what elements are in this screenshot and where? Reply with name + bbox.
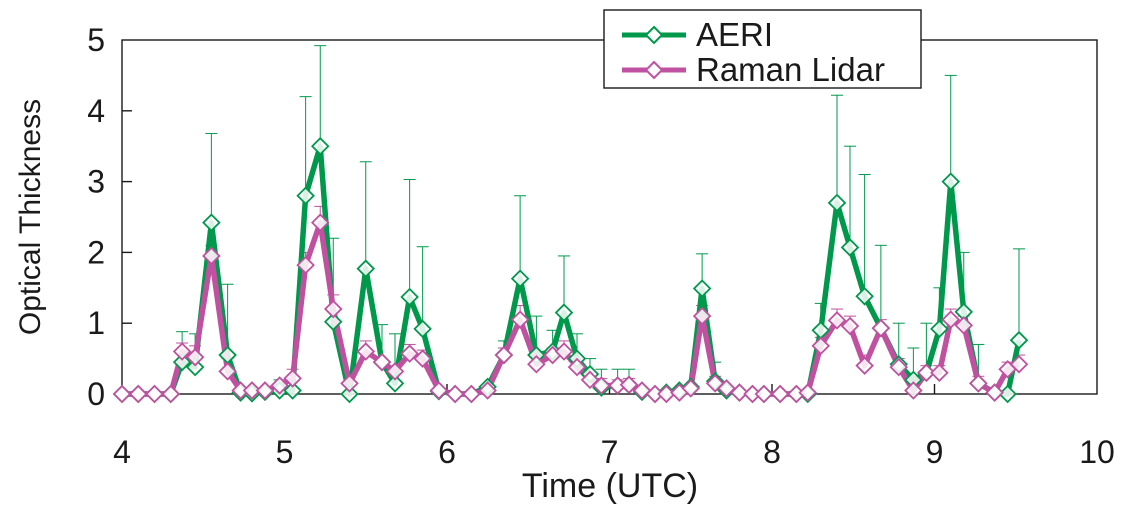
raman-lidar-data-point bbox=[145, 384, 164, 404]
raman-lidar-data-point bbox=[494, 345, 514, 365]
raman-lidar-data-point bbox=[527, 354, 546, 374]
raman-lidar-data-point bbox=[270, 376, 289, 395]
aeri-data-point bbox=[930, 319, 949, 339]
y-tick-label: 3 bbox=[87, 164, 105, 200]
raman-lidar-data-point bbox=[429, 381, 449, 400]
raman-lidar-data-point bbox=[296, 255, 315, 275]
series-markers bbox=[112, 136, 1029, 404]
raman-lidar-data-point bbox=[356, 342, 376, 361]
raman-lidar-data-point bbox=[413, 349, 432, 368]
legend-marker-aeri bbox=[644, 25, 664, 45]
raman-lidar-data-point bbox=[218, 362, 237, 381]
aeri-data-point bbox=[413, 319, 432, 339]
raman-lidar-data-point bbox=[855, 356, 874, 375]
raman-lidar-data-point bbox=[161, 384, 181, 404]
raman-lidar-data-point bbox=[112, 384, 132, 404]
raman-lidar-data-point bbox=[827, 311, 847, 330]
x-tick-label: 9 bbox=[926, 434, 944, 470]
raman-lidar-data-point bbox=[202, 246, 221, 266]
y-axis-label: Optical Thickness bbox=[14, 99, 47, 335]
raman-lidar-data-point bbox=[128, 384, 148, 404]
aeri-data-point bbox=[296, 186, 315, 206]
raman-lidar-data-point bbox=[754, 384, 774, 404]
aeri-data-point bbox=[692, 279, 712, 298]
raman-lidar-data-point bbox=[681, 379, 701, 398]
y-tick-label: 5 bbox=[87, 22, 105, 58]
raman-lidar-data-point bbox=[310, 213, 330, 232]
raman-lidar-data-point bbox=[985, 383, 1004, 402]
raman-lidar-data-point bbox=[930, 363, 949, 383]
raman-lidar-data-point bbox=[592, 376, 611, 395]
raman-lidar-data-point bbox=[889, 357, 909, 377]
aeri-data-point bbox=[1009, 330, 1029, 350]
raman-lidar-data-point bbox=[1009, 354, 1029, 374]
x-tick-label: 4 bbox=[113, 434, 131, 470]
raman-lidar-data-point bbox=[811, 336, 831, 356]
aeri-data-point bbox=[840, 238, 860, 257]
raman-lidar-data-point bbox=[242, 381, 262, 400]
raman-lidar-data-point bbox=[567, 357, 587, 377]
aeri-data-point bbox=[510, 269, 530, 288]
aeri-data-point bbox=[941, 172, 961, 191]
raman-lidar-data-point bbox=[510, 310, 530, 329]
x-tick-label: 7 bbox=[601, 434, 619, 470]
aeri-data-point bbox=[172, 352, 192, 372]
aeri-data-point bbox=[400, 287, 419, 307]
raman-lidar-data-point bbox=[283, 369, 302, 388]
y-tick-label: 2 bbox=[87, 234, 105, 270]
raman-lidar-data-point bbox=[478, 381, 497, 400]
aeri-data-point bbox=[554, 303, 574, 322]
y-tick-label: 4 bbox=[87, 93, 105, 129]
legend-label-aeri: AERI bbox=[696, 16, 773, 53]
raman-lidar-data-point bbox=[730, 383, 749, 402]
raman-lidar-data-point bbox=[871, 318, 891, 338]
aeri-data-point bbox=[202, 213, 221, 232]
raman-lidar-data-point bbox=[954, 316, 974, 335]
aeri-data-point bbox=[310, 136, 330, 156]
x-tick-label: 6 bbox=[438, 434, 456, 470]
x-axis: 4 5 6 7 8 9 10 bbox=[113, 384, 1115, 470]
raman-lidar-data-point bbox=[798, 383, 818, 402]
raman-lidar-data-point bbox=[185, 347, 205, 367]
x-tick-label: 5 bbox=[276, 434, 294, 470]
y-axis: 0 1 2 3 4 5 bbox=[87, 22, 132, 412]
raman-lidar-data-point bbox=[323, 299, 343, 319]
legend-marker-raman-lidar bbox=[644, 60, 664, 80]
aeri-data-point bbox=[340, 384, 359, 404]
aeri-data-point bbox=[356, 259, 376, 278]
raman-lidar-data-point bbox=[445, 384, 465, 404]
aeri-data-point bbox=[323, 312, 343, 332]
raman-lidar-data-point bbox=[372, 352, 392, 372]
raman-lidar-data-point bbox=[385, 362, 405, 381]
x-tick-label: 8 bbox=[763, 434, 781, 470]
raman-lidar-data-point bbox=[770, 384, 790, 404]
raman-lidar-data-point bbox=[340, 374, 359, 393]
legend-label-raman-lidar: Raman Lidar bbox=[696, 51, 885, 88]
raman-lidar-data-point bbox=[632, 381, 652, 400]
raman-lidar-data-point bbox=[462, 384, 481, 404]
raman-lidar-data-point bbox=[255, 381, 275, 400]
raman-lidar-data-point bbox=[904, 381, 923, 400]
raman-lidar-data-point bbox=[941, 310, 961, 329]
raman-lidar-data-point bbox=[692, 306, 712, 326]
aeri-data-point bbox=[855, 287, 874, 306]
raman-lidar-data-point bbox=[917, 363, 936, 383]
y-tick-label: 1 bbox=[87, 305, 105, 341]
raman-lidar-data-point bbox=[400, 344, 419, 363]
aeri-data-point bbox=[827, 193, 847, 213]
y-tick-label: 0 bbox=[87, 376, 105, 412]
x-tick-label: 10 bbox=[1079, 434, 1115, 470]
x-axis-label: Time (UTC) bbox=[522, 467, 698, 505]
aeri-data-point bbox=[185, 357, 205, 377]
aeri-data-point bbox=[283, 381, 302, 400]
legend: AERI Raman Lidar bbox=[603, 9, 922, 89]
raman-lidar-data-point bbox=[554, 342, 574, 361]
raman-lidar-data-point bbox=[969, 374, 988, 393]
raman-lidar-data-point bbox=[619, 375, 639, 395]
aeri-data-point bbox=[385, 374, 405, 393]
raman-lidar-data-point bbox=[172, 342, 192, 361]
raman-lidar-data-point bbox=[840, 316, 860, 336]
